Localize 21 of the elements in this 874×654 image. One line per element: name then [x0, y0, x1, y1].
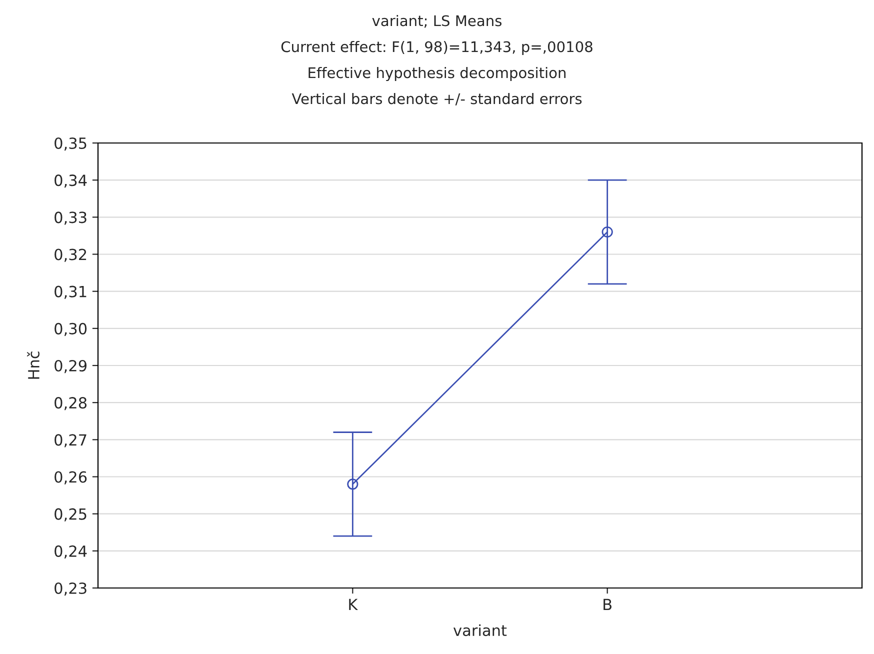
- y-tick-label: 0,32: [54, 248, 86, 262]
- y-tick-label: 0,34: [54, 174, 87, 188]
- y-tick-label: 0,31: [54, 286, 86, 299]
- y-axis-title: Hnč: [27, 352, 40, 379]
- y-tick-label: 0,28: [54, 397, 87, 410]
- y-tick-label: 0,25: [54, 508, 86, 522]
- x-axis-title: variant: [453, 624, 507, 636]
- y-tick-label: 0,27: [54, 434, 86, 448]
- y-tick-label: 0,26: [54, 471, 87, 484]
- x-tick-label: B: [604, 598, 612, 610]
- text: Vertical bars denote +/- standard errors: [292, 92, 582, 106]
- y-tick-label: 0,29: [54, 360, 87, 374]
- chart-subtitle: Current effect: F(1, 98)=11,343, p=,00108: [281, 40, 592, 56]
- chart-title: variant; LS Means: [372, 14, 502, 28]
- text: Effective hypothesis decomposition: [308, 66, 566, 82]
- y-tick-label: 0,35: [54, 137, 86, 151]
- y-tick-label: 0,24: [54, 545, 87, 558]
- y-tick-label: 0,33: [54, 212, 86, 225]
- y-tick-label: 0,23: [54, 582, 86, 596]
- x-tick-label: K: [349, 598, 358, 610]
- y-tick-label: 0,30: [54, 322, 87, 336]
